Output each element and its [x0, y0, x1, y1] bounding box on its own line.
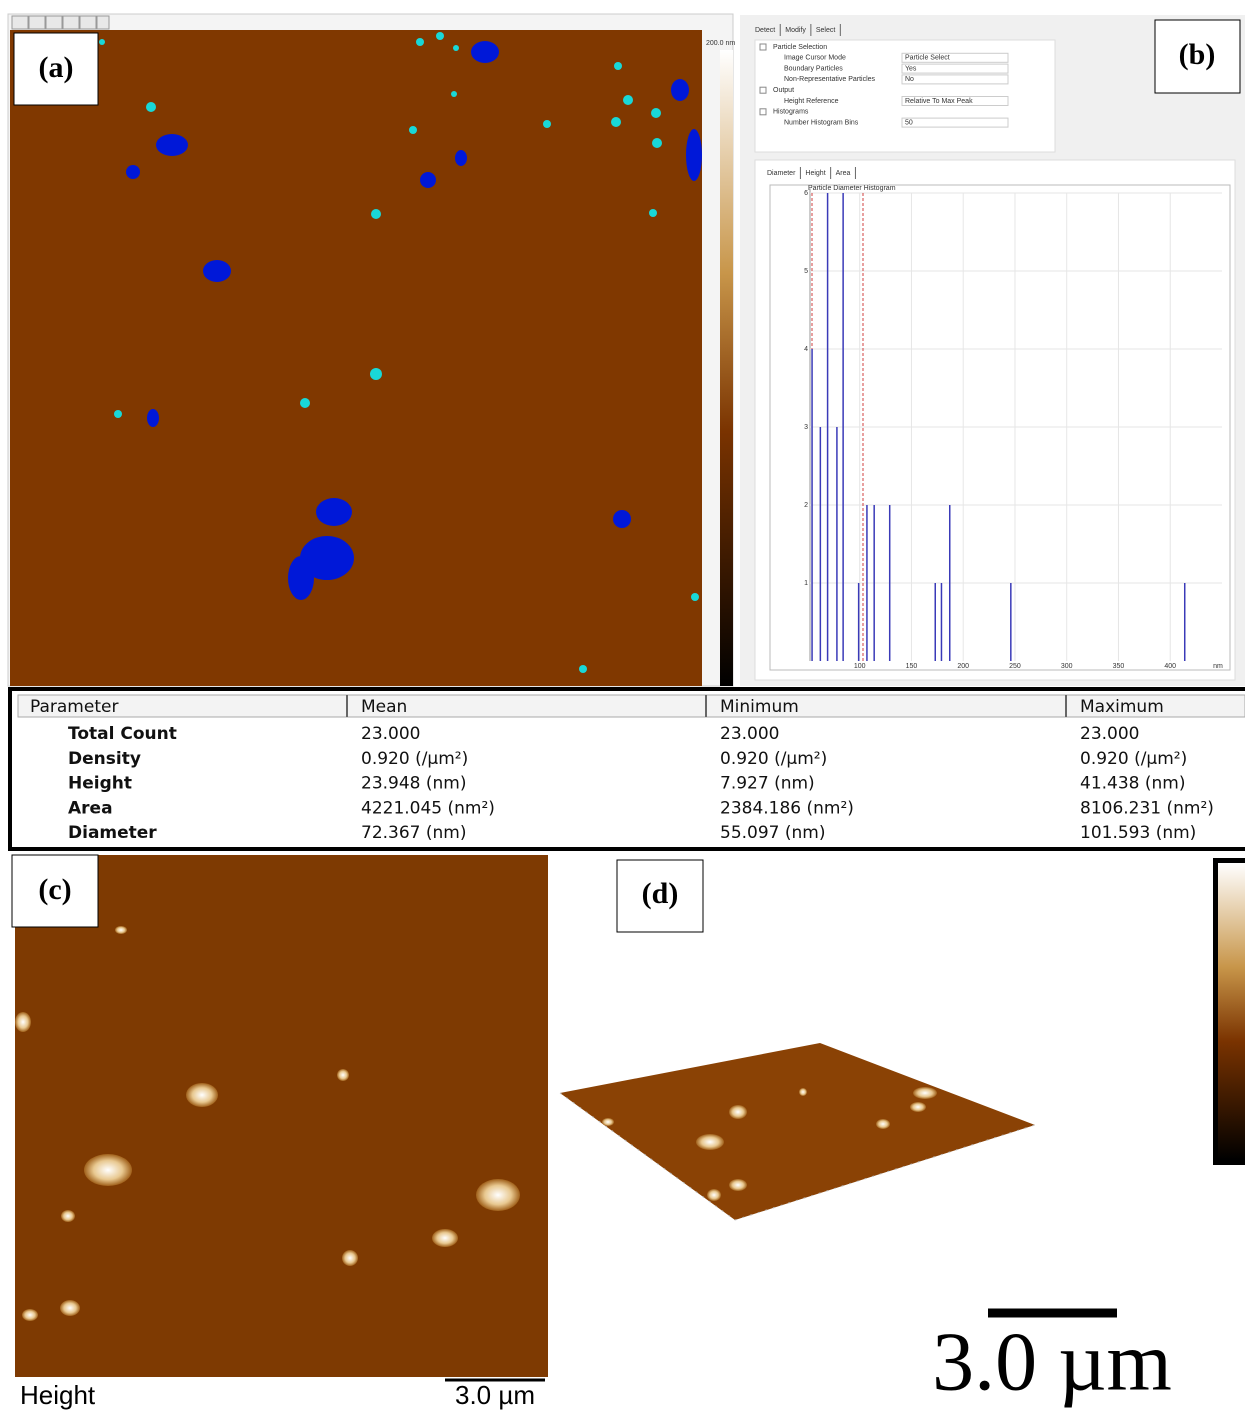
- tool-button[interactable]: [46, 16, 62, 29]
- results-table: Parameter Mean Minimum Maximum Total Count 23…: [10, 689, 1245, 849]
- figure: 200.0 nm (a) Detect Modify Select Particle…: [0, 0, 1245, 1412]
- tree-value: Yes: [905, 65, 917, 72]
- afm-image: [10, 30, 702, 686]
- panel-label: (a): [39, 51, 74, 84]
- x-tick-label: 250: [1009, 663, 1021, 670]
- y-tick-label: 5: [804, 268, 808, 275]
- tab[interactable]: Diameter: [767, 170, 796, 177]
- surface-3d: [560, 1043, 1035, 1220]
- y-tick-label: 4: [804, 346, 808, 353]
- x-tick-label: 200: [957, 663, 969, 670]
- row-label: Density: [68, 749, 141, 769]
- row-label: Total Count: [68, 724, 177, 744]
- histogram-title: Particle Diameter Histogram: [808, 185, 896, 192]
- x-tick-label: 100: [854, 663, 866, 670]
- tab[interactable]: Height: [805, 170, 825, 177]
- tab[interactable]: Detect: [755, 27, 775, 34]
- tool-button[interactable]: [97, 16, 109, 29]
- panel-label: (c): [38, 873, 71, 906]
- x-unit: nm: [1213, 663, 1223, 670]
- tree-label: Height Reference: [784, 98, 839, 105]
- cell: 72.367 (nm): [361, 823, 467, 843]
- tool-button[interactable]: [29, 16, 45, 29]
- cell: 23.000: [720, 724, 779, 744]
- row-label: Diameter: [68, 823, 157, 843]
- toolbar: [12, 16, 109, 29]
- cell: 101.593 (nm): [1080, 823, 1196, 843]
- row-label: Height: [68, 774, 132, 794]
- channel-label: Height: [20, 1380, 96, 1410]
- value-field[interactable]: [902, 75, 1008, 84]
- scale-label: 3.0 µm: [932, 1315, 1172, 1408]
- panel-a: 200.0 nm (a): [8, 14, 735, 686]
- colorbar: [720, 50, 733, 686]
- tree-value: No: [905, 76, 914, 83]
- header-cell: Maximum: [1080, 697, 1164, 717]
- cell: 23.000: [1080, 724, 1139, 744]
- tab[interactable]: Select: [816, 27, 836, 34]
- afm-image: [15, 855, 548, 1377]
- tree-value: 50: [905, 119, 913, 126]
- header-cell: Minimum: [720, 697, 799, 717]
- panel-b: Detect Modify Select Particle Selection Ima…: [740, 15, 1245, 686]
- cell: 2384.186 (nm²): [720, 798, 854, 818]
- y-tick-label: 2: [804, 502, 808, 509]
- cell: 23.000: [361, 724, 420, 744]
- tree-label: Output: [773, 87, 794, 94]
- x-tick-label: 400: [1164, 663, 1176, 670]
- tab[interactable]: Area: [836, 170, 851, 177]
- tool-button[interactable]: [63, 16, 79, 29]
- tree-label: Image Cursor Mode: [784, 55, 846, 62]
- expander[interactable]: [760, 109, 766, 115]
- header-cell: Mean: [361, 697, 407, 717]
- cell: 0.920 (/µm²): [720, 749, 827, 769]
- panel-label: (d): [642, 877, 679, 910]
- panel-label: (b): [1179, 38, 1216, 71]
- tab[interactable]: Modify: [785, 27, 806, 34]
- y-tick-label: 1: [804, 580, 808, 587]
- cell: 0.920 (/µm²): [1080, 749, 1187, 769]
- tree-label: Number Histogram Bins: [784, 119, 859, 126]
- colorbar-label: 200.0 nm: [706, 40, 735, 47]
- y-tick-label: 3: [804, 424, 808, 431]
- tool-button[interactable]: [12, 16, 28, 29]
- tree-value: Relative To Max Peak: [905, 98, 973, 105]
- expander[interactable]: [760, 87, 766, 93]
- x-tick-label: 350: [1113, 663, 1125, 670]
- tree-label: Particle Selection: [773, 44, 827, 51]
- value-field[interactable]: [902, 118, 1008, 127]
- cell: 0.920 (/µm²): [361, 749, 468, 769]
- expander[interactable]: [760, 44, 766, 50]
- x-tick-label: 300: [1061, 663, 1073, 670]
- header-row: [18, 695, 1245, 717]
- row-label: Area: [68, 798, 113, 818]
- tree-label: Histograms: [773, 109, 809, 116]
- cell: 41.438 (nm): [1080, 774, 1186, 794]
- tree-value: Particle Select: [905, 55, 950, 62]
- cell: 4221.045 (nm²): [361, 798, 495, 818]
- cell: 8106.231 (nm²): [1080, 798, 1214, 818]
- header-cell: Parameter: [30, 697, 118, 717]
- x-tick-label: 150: [906, 663, 918, 670]
- value-field[interactable]: [902, 64, 1008, 73]
- tool-button[interactable]: [80, 16, 96, 29]
- panel-c: (c) Height 3.0 µm: [12, 855, 548, 1410]
- colorbar: [1218, 863, 1245, 1160]
- cell: 7.927 (nm): [720, 774, 815, 794]
- cell: 23.948 (nm): [361, 774, 467, 794]
- tree-label: Non-Representative Particles: [784, 76, 876, 83]
- panel-d: (d) 3.0 µm: [560, 858, 1245, 1408]
- scale-label: 3.0 µm: [455, 1380, 535, 1410]
- cell: 55.097 (nm): [720, 823, 826, 843]
- tree-label: Boundary Particles: [784, 65, 843, 72]
